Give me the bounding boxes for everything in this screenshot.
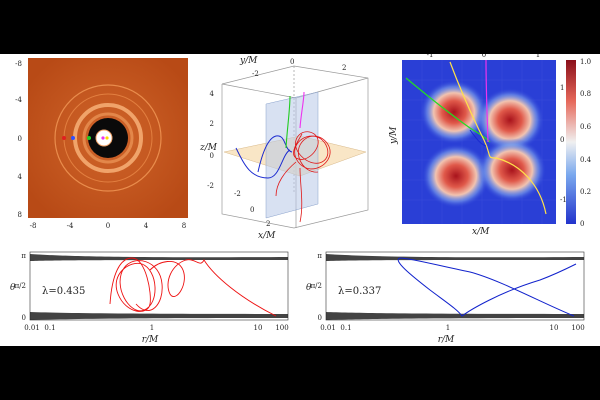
colorbar-tick: 0.2 — [580, 188, 591, 196]
marker-red — [62, 136, 66, 140]
panel-a-ytick: -8 — [15, 60, 22, 68]
panel-e-ytick: π/2 — [311, 282, 322, 290]
panel-a-ytick: 0 — [18, 135, 22, 143]
panel-c-ytick: -1 — [560, 196, 567, 204]
colorbar-tick: 0 — [580, 220, 584, 228]
panel-c-xtick: -1 — [427, 54, 434, 59]
panel-e-curve — [397, 257, 577, 317]
panel-d-ytick: π/2 — [15, 282, 26, 290]
panel-d-xtick: 0.1 — [44, 324, 55, 332]
panel-a-xtick: -8 — [30, 222, 37, 230]
panel-c-xtick: 1 — [536, 54, 540, 59]
colorbar-tick: 0.6 — [580, 123, 592, 131]
panel-e-xtick: 100 — [571, 324, 584, 332]
lobe-bottom-right — [478, 138, 546, 202]
panel-e-ylabel: θ — [306, 283, 312, 293]
trajectory-green — [285, 95, 291, 149]
panel-a-ytick: -4 — [15, 96, 22, 104]
panel-c-ytick: 1 — [560, 84, 564, 92]
panel-d-xtick: 100 — [275, 324, 288, 332]
panel-b-ytick: 2 — [342, 64, 346, 72]
trajectory-magenta — [299, 91, 305, 129]
panel-e-pole-band-bottom — [326, 312, 584, 320]
trajectory-blue-2 — [257, 135, 293, 173]
panel-d-xlabel: r/M — [142, 335, 159, 345]
panel-e-xtick: 10 — [550, 324, 559, 332]
panel-c-intensity-map: 1.0 0.8 0.6 0.4 0.2 0 -1 0 1 1 0 -1 x/M … — [389, 51, 592, 237]
panel-b-xtick: 0 — [250, 206, 254, 214]
panel-d-lambda-label: λ=0.435 — [42, 286, 85, 297]
panel-e-xlabel: r/M — [438, 335, 455, 345]
panel-b-ylabel: y/M — [239, 56, 258, 66]
panel-b-ztick: 2 — [210, 120, 214, 128]
colorbar — [566, 60, 576, 224]
panel-e-pole-band-top — [326, 254, 584, 261]
panel-b-xtick: -2 — [234, 190, 241, 198]
panel-d-ytick: 0 — [22, 314, 26, 322]
panel-b-ztick: 0 — [210, 152, 214, 160]
panel-c-ylabel: y/M — [389, 126, 399, 145]
panel-e-xtick: 1 — [446, 324, 450, 332]
panel-d-theta-r: λ=0.435 θ π π/2 0 0.01 0.1 1 10 100 r/M — [10, 251, 289, 345]
panel-b-ytick: 0 — [290, 58, 294, 66]
panel-d-ylabel: θ — [10, 283, 16, 293]
panel-a-xtick: 4 — [144, 222, 149, 230]
figure-canvas: -8 -4 0 4 8 -8 -4 0 4 8 y/M z/M — [10, 51, 592, 345]
panel-c-xtick: 0 — [482, 54, 486, 59]
panel-d-pole-band-bottom — [30, 312, 288, 320]
panel-c-xlabel: x/M — [472, 227, 490, 237]
map-trajectory-blue — [469, 129, 487, 147]
trajectory-blue — [235, 147, 291, 179]
lobe-bottom-left — [422, 144, 490, 208]
panel-d-xtick: 0.01 — [24, 324, 40, 332]
panel-e-theta-r: λ=0.337 θ π π/2 0 0.01 0.1 1 10 100 r/M — [306, 251, 585, 345]
map-trajectory-yellow — [449, 61, 547, 215]
panel-d-xtick: 10 — [254, 324, 263, 332]
panel-a-shadow-image: -8 -4 0 4 8 -8 -4 0 4 8 — [15, 58, 188, 230]
lobe-top-right — [476, 88, 544, 152]
figure: -8 -4 0 4 8 -8 -4 0 4 8 y/M z/M — [0, 51, 600, 346]
inner-ring — [82, 112, 134, 164]
map-trajectory-magenta — [485, 59, 489, 143]
colorbar-tick: 0.8 — [580, 90, 591, 98]
marker-yellow — [105, 136, 109, 140]
trajectory-red — [275, 131, 331, 223]
panel-a-xtick: 0 — [106, 222, 110, 230]
panel-b-3d-trajectories: y/M z/M x/M -2 0 2 4 2 0 -2 -2 0 2 — [199, 56, 369, 241]
panel-c-ytick: 0 — [560, 136, 564, 144]
panel-e-ytick: 0 — [318, 314, 322, 322]
panel-b-xlabel: x/M — [258, 231, 276, 241]
panel-a-xtick: -4 — [67, 222, 74, 230]
marker-green — [87, 136, 91, 140]
panel-e-ytick: π — [317, 252, 322, 260]
panel-b-ztick: -2 — [207, 182, 214, 190]
panel-a-ytick: 8 — [18, 211, 22, 219]
panel-d-xtick: 1 — [150, 324, 154, 332]
panel-d-curve — [109, 257, 277, 317]
panel-b-ztick: 4 — [210, 90, 215, 98]
marker-blue — [71, 136, 75, 140]
panel-b-ytick: -2 — [252, 70, 259, 78]
map-trajectory-green — [405, 77, 491, 143]
panel-e-xtick: 0.1 — [340, 324, 351, 332]
panel-e-lambda-label: λ=0.337 — [338, 286, 381, 297]
vertical-plane — [265, 91, 319, 219]
panel-a-ytick: 4 — [18, 173, 23, 181]
colorbar-tick: 1.0 — [580, 58, 591, 66]
marker-magenta — [101, 136, 105, 140]
panel-e-xtick: 0.01 — [320, 324, 336, 332]
panel-d-pole-band-top — [30, 254, 288, 261]
colorbar-tick: 0.4 — [580, 156, 592, 164]
panel-b-zlabel: z/M — [199, 143, 218, 153]
outer-ring — [54, 84, 162, 192]
panel-b-xtick: 2 — [266, 220, 270, 228]
panel-a-xtick: 8 — [182, 222, 186, 230]
panel-d-ytick: π — [21, 252, 26, 260]
